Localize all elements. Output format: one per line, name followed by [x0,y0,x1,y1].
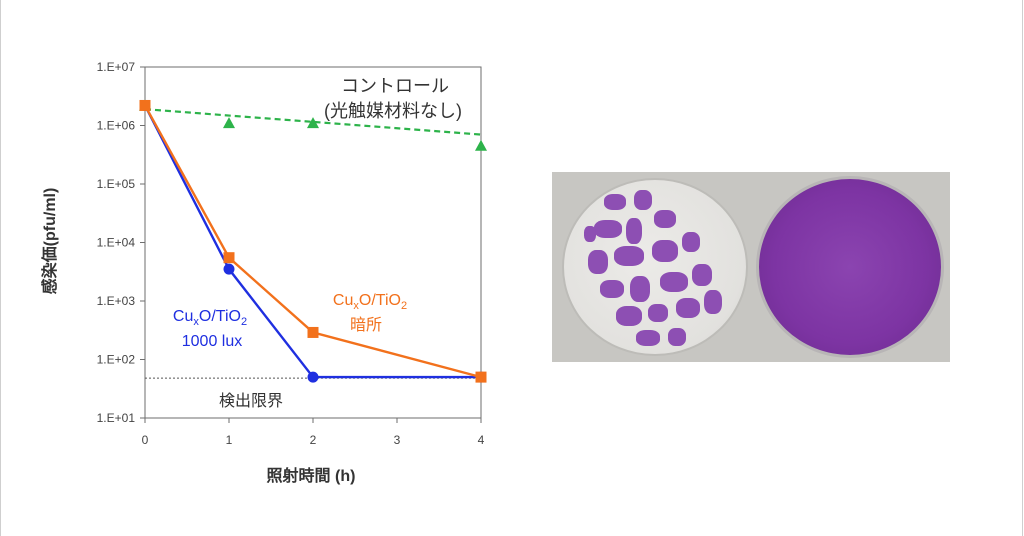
annotation-control-line1: コントロール [341,76,449,96]
tick-labels: 1.E+01 1.E+02 1.E+03 1.E+04 1.E+05 1.E+06 1.E+… [40,60,485,485]
annotation-dark-line2: 暗所 [350,316,382,334]
series-line-light [143,104,481,379]
y-tick-label: 1.E+03 [97,294,136,308]
x-tick-label: 0 [142,433,149,447]
stained-region [614,246,644,266]
stained-region [676,298,700,318]
y-axis-title: 感染価(pfu/ml) [40,188,59,295]
data-point-control [475,139,487,151]
x-axis-title: 照射時間 (h) [267,466,356,485]
y-tick-label: 1.E+07 [97,60,136,74]
stained-region [600,280,624,298]
stained-region [588,250,608,274]
stained-region [626,218,642,244]
data-point-dark [307,326,319,338]
stained-region [654,210,676,228]
y-tick-label: 1.E+04 [97,236,136,250]
stained-region [616,306,642,326]
chart-series [139,99,487,383]
stained-region [634,190,652,210]
series-dark [139,99,487,383]
y-tick-label: 1.E+05 [97,177,136,191]
annotation-light-line2: 1000 lux [182,333,243,350]
data-point-light [223,263,235,275]
stained-region [594,220,622,238]
annotation-dark-line1: CuxO/TiO2 [333,292,407,312]
stained-region [668,328,686,346]
stained-region [704,290,722,314]
stained-region [636,330,660,346]
data-point-dark [223,252,235,264]
y-tick-label: 1.E+02 [97,353,136,367]
series-line-control [144,108,482,136]
x-tick-label: 2 [310,433,317,447]
series-line-dark [143,104,482,379]
stained-region [682,232,700,252]
data-point-dark [475,371,487,383]
data-point-dark [139,99,151,111]
left-border [0,0,1,536]
petri-dish-control [756,176,944,358]
chart-annotations: コントロール (光触媒材料なし) CuxO/TiO2 1000 lux CuxO/TiO… [173,76,462,410]
annotation-light-line1: CuxO/TiO2 [173,308,247,328]
stained-region [648,304,668,322]
x-tick-label: 4 [478,433,485,447]
infectivity-chart: 1.E+01 1.E+02 1.E+03 1.E+04 1.E+05 1.E+06 1.E+… [40,60,487,485]
data-point-control [223,117,235,129]
right-border [1022,0,1023,536]
stained-region [692,264,712,286]
x-tick-label: 1 [226,433,233,447]
y-tick-label: 1.E+06 [97,119,136,133]
data-point-light [307,371,319,383]
x-tick-label: 3 [394,433,401,447]
stained-region [660,272,688,292]
annotation-detection-limit: 検出限界 [219,392,283,410]
annotation-control-line2: (光触媒材料なし) [324,101,462,121]
stained-region [652,240,678,262]
data-point-control [307,117,319,129]
y-tick-label: 1.E+01 [97,411,136,425]
petri-dish-photo [552,172,950,362]
stained-region [604,194,626,210]
petri-dish-with-plaques [562,178,748,356]
stained-region [630,276,650,302]
stained-region [584,226,596,242]
